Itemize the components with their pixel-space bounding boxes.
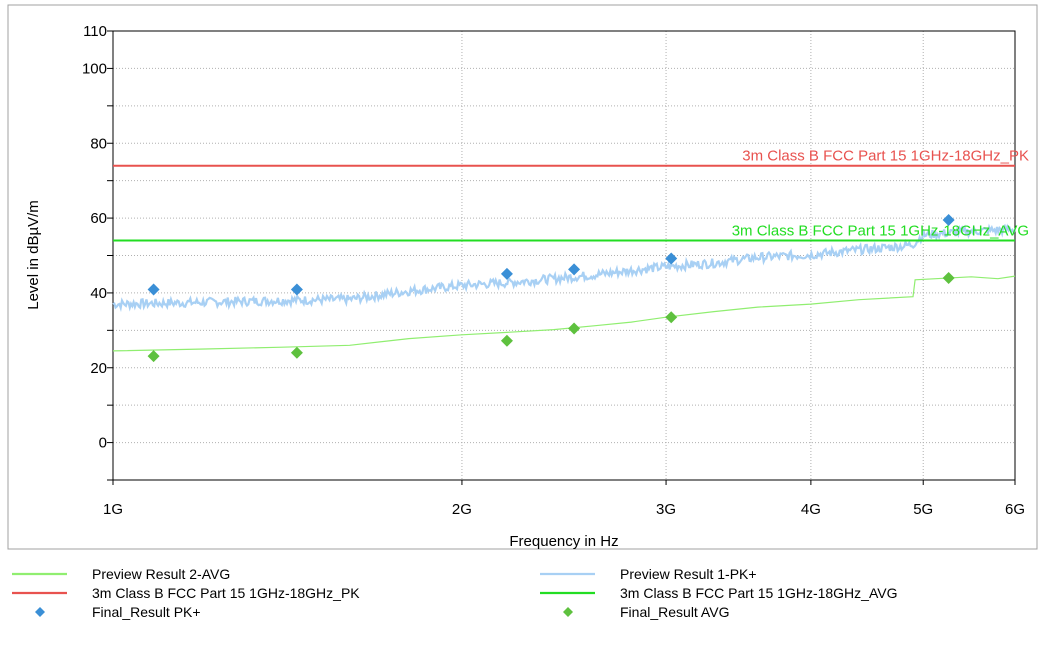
final-result-avg-point xyxy=(147,350,160,363)
final-result-pk-point xyxy=(568,263,581,276)
legend-label: Final_Result PK+ xyxy=(92,604,201,620)
x-tick-label: 4G xyxy=(801,501,821,518)
final-result-pk-point xyxy=(290,283,303,296)
legend: Preview Result 2-AVG Preview Result 1-PK+… xyxy=(12,566,897,620)
y-axis-title: Level in dBµV/m xyxy=(25,200,42,310)
legend-label: Final_Result AVG xyxy=(620,604,729,620)
final-result-avg-point xyxy=(942,271,955,284)
y-tick-label: 110 xyxy=(83,23,107,40)
legend-label: Preview Result 2-AVG xyxy=(92,566,230,582)
legend-label: 3m Class B FCC Part 15 1GHz-18GHz_AVG xyxy=(620,585,897,601)
x-tick-label: 6G xyxy=(1005,501,1025,518)
y-tick-label: 60 xyxy=(90,210,107,227)
legend-swatch-marker xyxy=(563,607,573,617)
x-tick-label: 1G xyxy=(103,501,123,518)
x-tick-label: 5G xyxy=(913,501,933,518)
final-result-avg-point xyxy=(665,311,678,324)
y-tick-label: 80 xyxy=(90,135,107,152)
y-tick-label: 100 xyxy=(82,60,107,77)
legend-label: Preview Result 1-PK+ xyxy=(620,566,757,582)
final-result-pk-point xyxy=(665,252,678,265)
x-tick-label: 2G xyxy=(452,501,472,518)
final-result-pk-point xyxy=(500,267,513,280)
limit-label-avg: 3m Class B FCC Part 15 1GHz-18GHz_AVG xyxy=(732,223,1029,240)
series-line-preview-pk xyxy=(112,223,1017,313)
series-line-preview-avg xyxy=(112,275,1016,352)
x-axis: 1G 2G 3G 4G 5G 6G xyxy=(103,480,1025,518)
legend-label: 3m Class B FCC Part 15 1GHz-18GHz_PK xyxy=(92,585,360,601)
chart-frame xyxy=(7,4,1038,550)
final-result-avg-point xyxy=(568,322,581,335)
limit-label-pk: 3m Class B FCC Part 15 1GHz-18GHz_PK xyxy=(742,148,1029,165)
final-result-avg-point xyxy=(290,346,303,359)
y-axis: 0 20 40 60 80 100 110 xyxy=(82,23,113,481)
y-tick-label: 40 xyxy=(90,285,107,302)
final-result-pk-point xyxy=(147,283,160,296)
legend-swatch-marker xyxy=(35,607,45,617)
series-layer xyxy=(112,223,1017,352)
y-tick-label: 20 xyxy=(90,360,107,377)
final-result-pk-point xyxy=(942,213,955,226)
y-tick-label: 0 xyxy=(99,435,107,452)
final-result-markers xyxy=(147,213,955,363)
grid xyxy=(113,31,1015,480)
x-axis-title: Frequency in Hz xyxy=(509,533,618,550)
limit-lines: 3m Class B FCC Part 15 1GHz-18GHz_PK 3m C… xyxy=(113,148,1029,242)
final-result-avg-point xyxy=(500,334,513,347)
x-tick-label: 3G xyxy=(656,501,676,518)
